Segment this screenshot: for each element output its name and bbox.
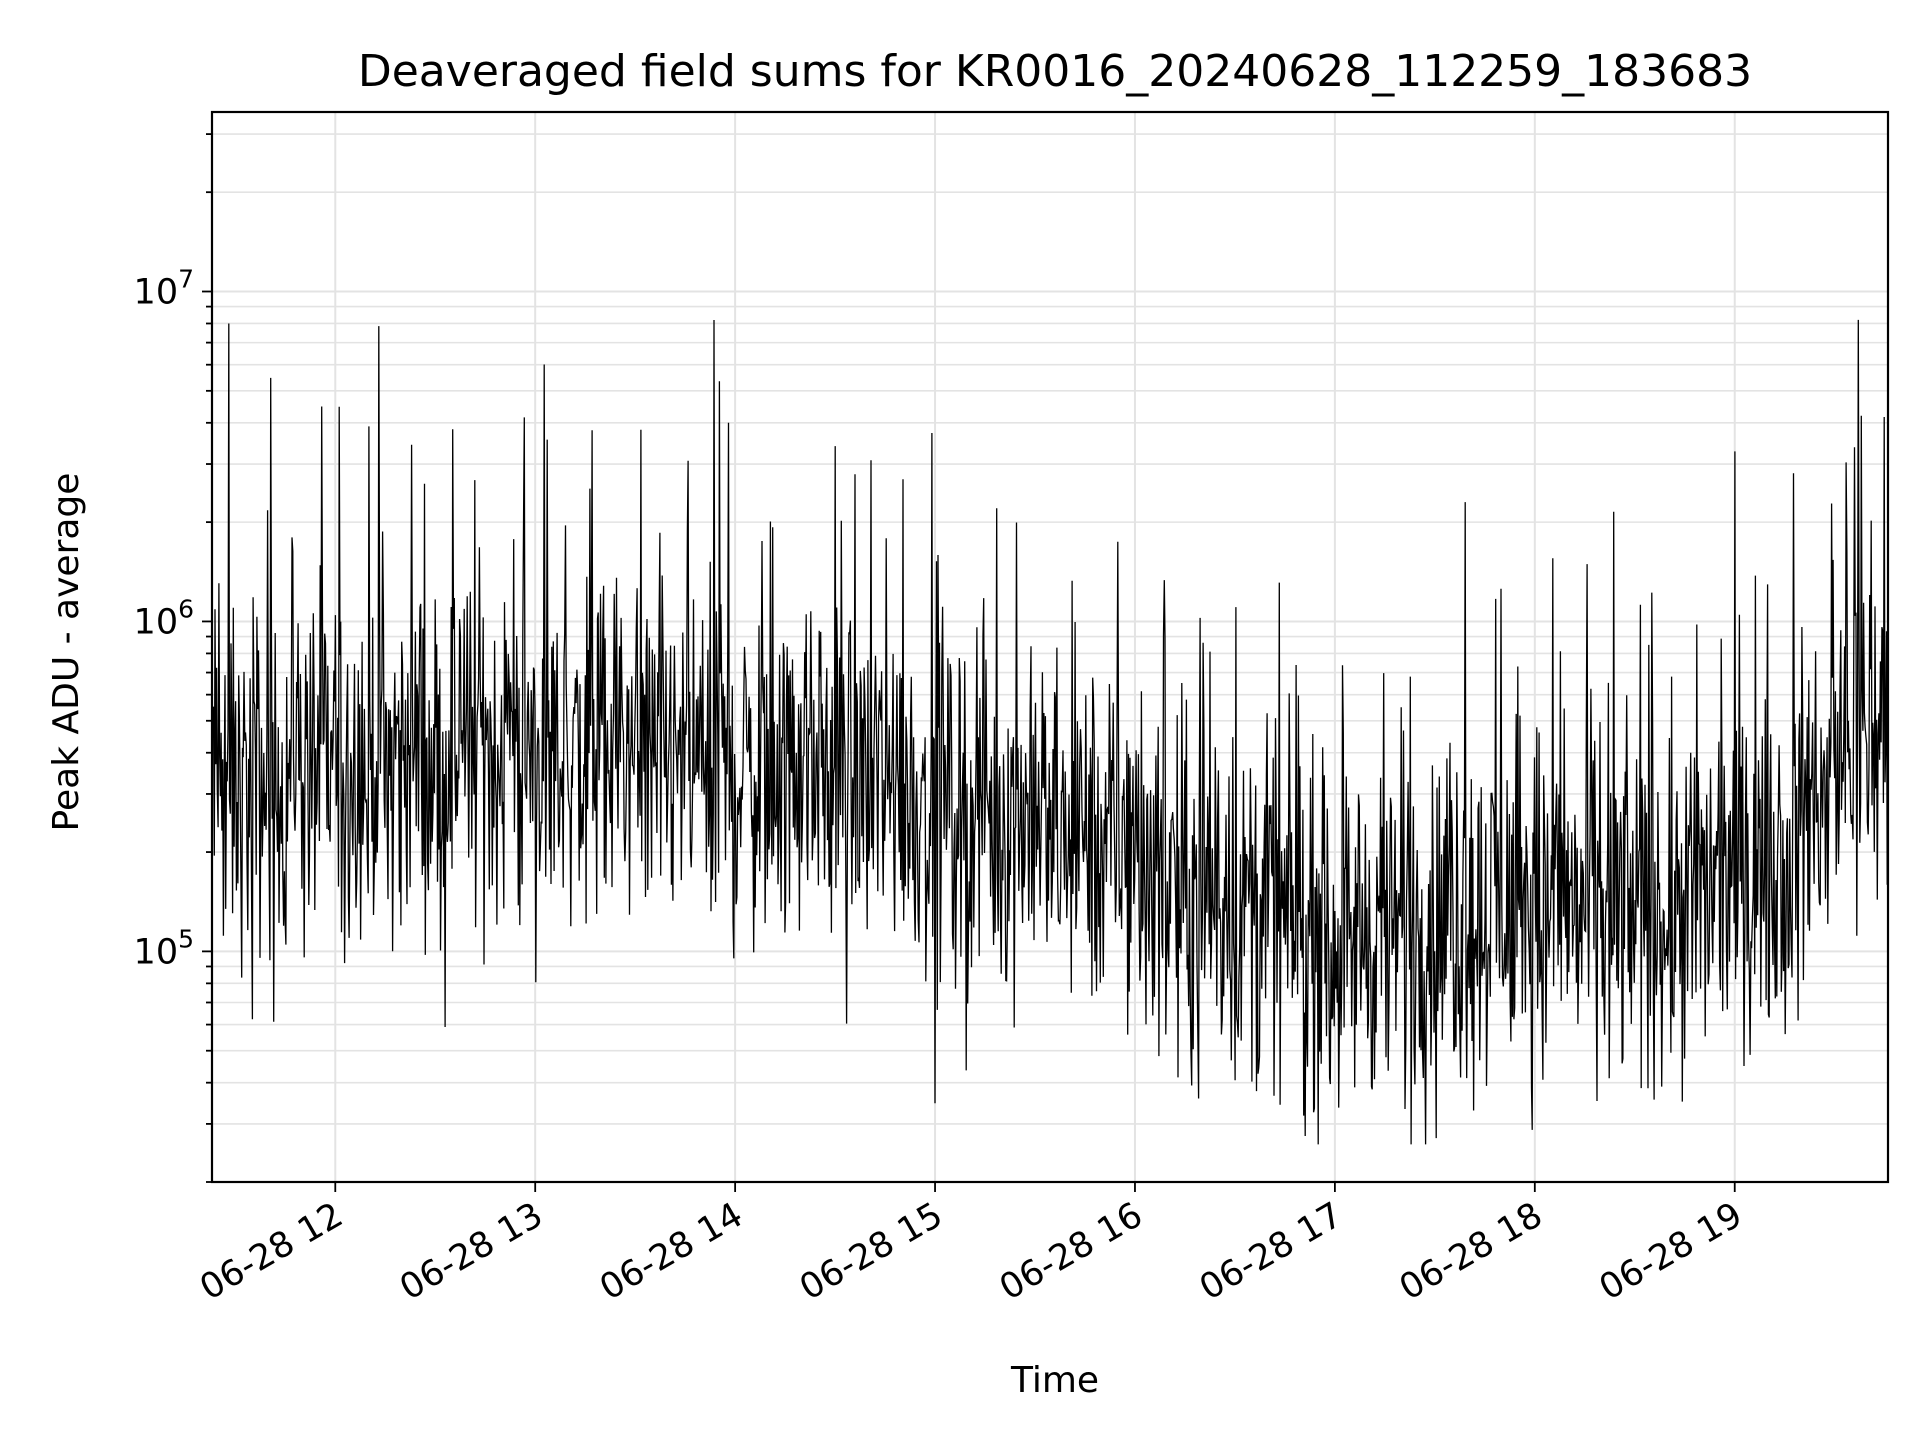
y-axis-label: Peak ADU - average <box>46 473 87 832</box>
y-tick-label: 106 <box>134 594 194 642</box>
plot-frame <box>210 110 1890 1184</box>
y-tick-label: 105 <box>134 924 194 972</box>
series-line <box>212 319 1888 1145</box>
x-axis-label: Time <box>1010 1360 1099 1401</box>
chart-title: Deaveraged field sums for KR0016_2024062… <box>358 46 1752 97</box>
y-tick-label: 107 <box>134 265 194 313</box>
